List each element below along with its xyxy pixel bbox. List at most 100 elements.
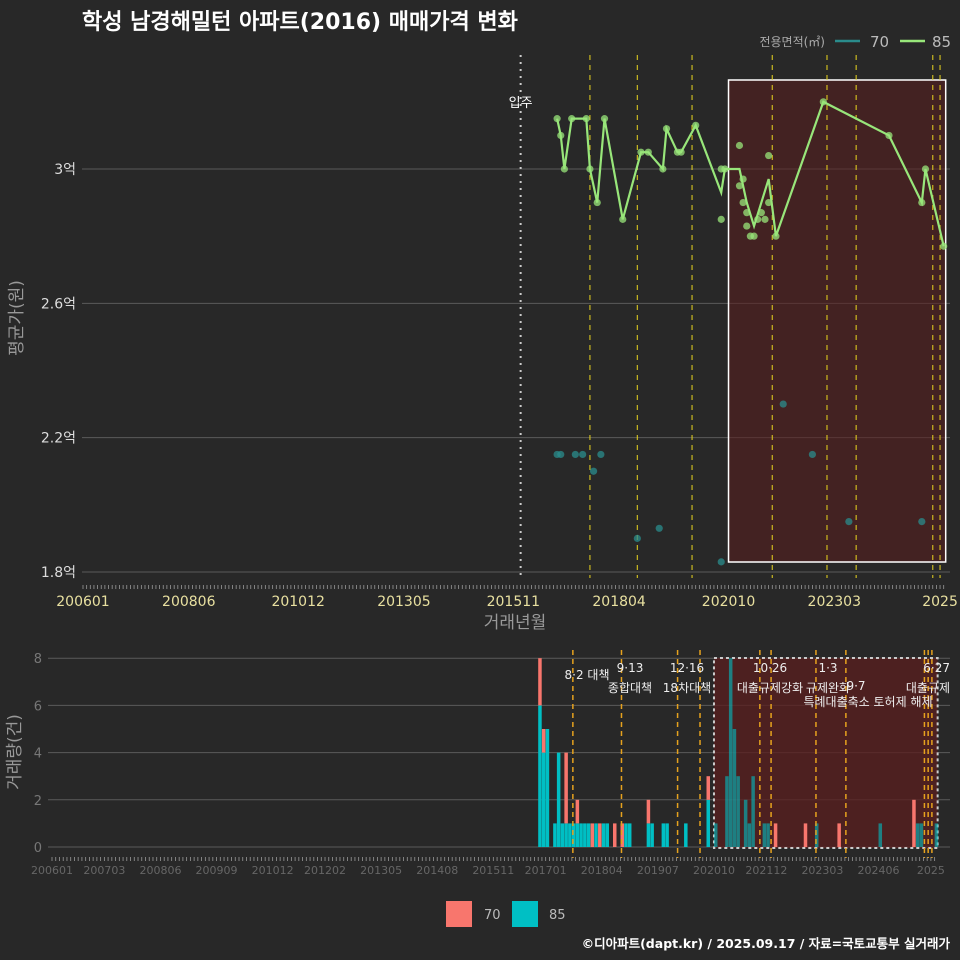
bar-85 <box>736 776 740 847</box>
x-tick-label: 201804 <box>581 864 623 877</box>
y-tick-label: 2.2억 <box>41 431 76 447</box>
bar-70 <box>541 729 546 753</box>
bar-70 <box>575 799 580 824</box>
x-tick-label: 200909 <box>196 864 238 877</box>
bar-70 <box>803 823 808 847</box>
data-point-85 <box>743 222 751 230</box>
x-tick-label: 202303 <box>801 864 843 877</box>
data-point-85 <box>600 115 609 123</box>
data-point-85 <box>772 232 780 240</box>
bar-85 <box>728 658 733 847</box>
data-point-85 <box>819 98 827 106</box>
data-point-85 <box>761 215 769 223</box>
bar-85 <box>934 823 939 847</box>
data-point-85 <box>593 198 601 207</box>
x-tick-label: 201012 <box>252 864 294 877</box>
bar-85 <box>762 823 767 847</box>
x-tick-label: 2025 <box>922 594 958 610</box>
bar-85 <box>713 823 718 847</box>
x-tick-label: 202406 <box>858 864 900 877</box>
legend-label-70: 70 <box>870 33 889 51</box>
x-tick-label: 200601 <box>56 594 109 610</box>
data-point-85 <box>717 215 725 223</box>
bar-85 <box>915 823 920 847</box>
x-tick-label: 200806 <box>139 864 181 877</box>
y-tick-label: 4 <box>34 747 42 762</box>
annotation-policy: 규제완화 <box>806 681 850 695</box>
bar-85 <box>919 823 924 847</box>
data-point-70 <box>779 400 787 408</box>
x-tick-label: 202010 <box>702 594 755 610</box>
bar-70 <box>646 799 651 824</box>
y-axis-title: 평균가(원) <box>7 280 27 356</box>
data-point-85 <box>921 165 930 173</box>
legend-label-85: 85 <box>549 908 566 923</box>
bar-70 <box>613 823 617 847</box>
data-point-85 <box>754 215 762 223</box>
data-point-85 <box>739 198 747 207</box>
move-in-label: 입주 <box>509 96 533 111</box>
data-point-85 <box>692 121 700 129</box>
bar-70 <box>706 776 710 800</box>
x-tick-label: 201305 <box>360 864 402 877</box>
bar-85 <box>586 823 591 847</box>
bar-70 <box>773 823 778 847</box>
bar-85 <box>725 776 729 847</box>
annotation-date: 12·16 <box>670 661 704 675</box>
annotation-date: 9·7 <box>846 679 865 693</box>
data-point-85 <box>644 148 652 156</box>
highlight-box-bottom <box>712 657 939 849</box>
bar-85 <box>564 823 568 847</box>
annotation-policy: 8·2 대책 <box>565 667 610 682</box>
y-tick-label: 6 <box>34 699 42 714</box>
bar-85 <box>575 823 580 847</box>
data-point-85 <box>619 215 627 223</box>
annotation-date: 10·26 <box>753 661 787 675</box>
data-point-85 <box>735 182 744 190</box>
bar-85 <box>650 823 654 847</box>
annotation-policy: 대출규제 <box>906 681 950 695</box>
x-tick-label: 201701 <box>525 864 567 877</box>
bar-85 <box>814 823 819 847</box>
data-point-70 <box>557 450 565 459</box>
legend-title: 전용면적(㎡) <box>759 35 825 49</box>
bar-85 <box>684 823 688 847</box>
data-point-70 <box>717 558 725 566</box>
bar-70 <box>538 658 542 706</box>
data-point-70 <box>633 534 641 542</box>
data-point-85 <box>582 115 590 123</box>
data-point-85 <box>765 151 773 160</box>
bar-85 <box>661 823 666 847</box>
data-point-70 <box>589 467 598 475</box>
bar-85 <box>624 823 628 847</box>
data-point-85 <box>586 165 594 173</box>
y-tick-label: 1.8억 <box>41 565 76 581</box>
data-point-85 <box>553 115 561 123</box>
data-point-85 <box>750 232 758 240</box>
bar-85 <box>747 823 752 847</box>
bar-85 <box>665 823 669 847</box>
bar-85 <box>627 823 632 847</box>
data-point-85 <box>757 209 765 217</box>
annotation-policy: 대출규제강화 <box>737 681 803 695</box>
bar-70 <box>620 823 624 847</box>
annotation-policy: 18차대책 <box>663 680 711 695</box>
x-tick-label: 200601 <box>31 864 73 877</box>
data-point-70 <box>918 517 926 526</box>
x-tick-label: 201804 <box>592 594 646 610</box>
bar-85 <box>601 823 606 847</box>
y-tick-label: 0 <box>34 841 42 856</box>
data-point-70 <box>808 450 817 459</box>
data-point-70 <box>655 524 663 532</box>
footer-credit: ©디아파트(dapt.kr) / 2025.09.17 / 자료=국토교통부 실… <box>581 936 950 951</box>
x-tick-label: 201012 <box>271 594 324 610</box>
bar-85 <box>732 729 737 847</box>
bar-85 <box>646 823 651 847</box>
bar-85 <box>571 823 576 847</box>
data-point-85 <box>885 131 893 140</box>
bar-85 <box>751 776 755 847</box>
data-point-85 <box>721 165 729 173</box>
bar-85 <box>553 823 557 847</box>
data-point-85 <box>735 141 744 150</box>
